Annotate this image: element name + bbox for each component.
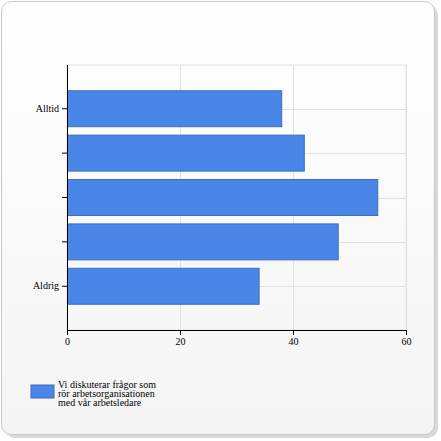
- bar: [67, 268, 259, 304]
- panel: [2, 2, 435, 435]
- legend-label: Vi diskuterar frågor somrör arbetsorgani…: [58, 379, 156, 408]
- y-axis-line: [67, 65, 68, 330]
- legend-swatch: [31, 385, 54, 398]
- tick-mark: [62, 153, 67, 154]
- tick-mark: [406, 330, 407, 335]
- tick: Alltid: [36, 103, 67, 114]
- tick: 40: [289, 330, 299, 347]
- tick: [62, 153, 67, 154]
- tick-label: 0: [65, 336, 70, 347]
- tick: [62, 197, 67, 198]
- tick: Aldrig: [33, 280, 67, 291]
- tick-mark: [62, 286, 67, 287]
- bar: [67, 135, 304, 171]
- bar: [67, 180, 378, 216]
- legend: Vi diskuterar frågor somrör arbetsorgani…: [31, 379, 156, 408]
- bar: [67, 91, 282, 127]
- y-axis: Alltid Aldrig: [33, 65, 68, 330]
- plot-frame: [67, 65, 406, 330]
- tick-mark: [62, 108, 67, 109]
- tick: 0: [65, 330, 70, 347]
- tick-mark: [62, 241, 67, 242]
- tick: 60: [402, 330, 412, 347]
- tick: 20: [176, 330, 186, 347]
- tick-label: 40: [289, 336, 299, 347]
- tick-mark: [180, 330, 181, 335]
- chart: 0 20 40 60 Alltid Aldrig Vi diskuterar frågor …: [0, 0, 441, 441]
- bars: [67, 91, 378, 305]
- tick-label: 20: [176, 336, 186, 347]
- tick-mark: [62, 197, 67, 198]
- x-axis: 0 20 40 60: [65, 330, 412, 347]
- bar: [67, 224, 338, 260]
- tick-mark: [67, 330, 68, 335]
- tick-label: 60: [402, 336, 412, 347]
- tick-label: Aldrig: [33, 280, 59, 291]
- grid-line: [406, 65, 407, 330]
- tick-mark: [293, 330, 294, 335]
- tick-label: Alltid: [36, 103, 59, 114]
- grid: [67, 65, 406, 330]
- x-axis-line: [68, 331, 407, 336]
- tick: [62, 241, 67, 242]
